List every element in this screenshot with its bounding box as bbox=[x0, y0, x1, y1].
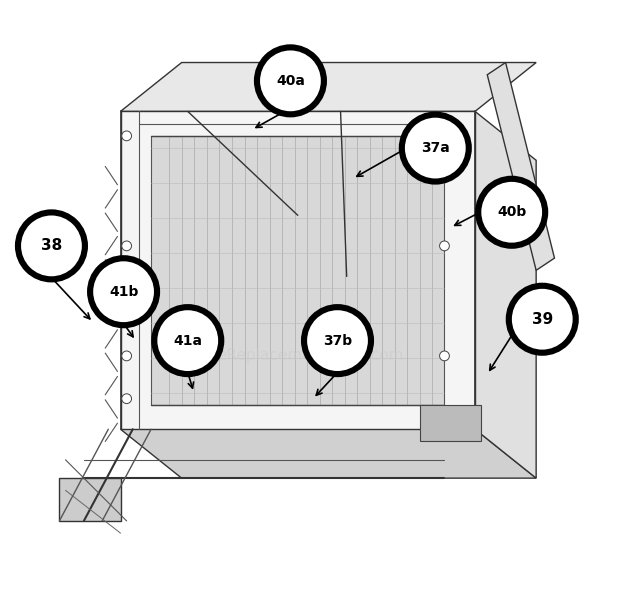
Polygon shape bbox=[120, 429, 536, 478]
Circle shape bbox=[480, 181, 544, 244]
Circle shape bbox=[306, 309, 370, 373]
Circle shape bbox=[475, 176, 548, 249]
Circle shape bbox=[404, 116, 467, 180]
Circle shape bbox=[259, 49, 322, 112]
Polygon shape bbox=[475, 111, 536, 478]
Circle shape bbox=[122, 131, 131, 141]
Polygon shape bbox=[151, 136, 445, 405]
Circle shape bbox=[122, 394, 131, 403]
Text: 40b: 40b bbox=[497, 205, 526, 219]
Text: 38: 38 bbox=[41, 238, 62, 254]
Text: 41a: 41a bbox=[173, 333, 202, 348]
Polygon shape bbox=[487, 63, 554, 270]
Circle shape bbox=[440, 241, 450, 251]
Text: 40a: 40a bbox=[276, 74, 305, 88]
Circle shape bbox=[122, 241, 131, 251]
Polygon shape bbox=[420, 405, 481, 441]
Text: 37a: 37a bbox=[421, 141, 450, 155]
Text: 39: 39 bbox=[531, 312, 553, 327]
Polygon shape bbox=[120, 63, 536, 111]
Circle shape bbox=[15, 209, 88, 282]
Circle shape bbox=[122, 351, 131, 361]
Circle shape bbox=[440, 131, 450, 141]
Circle shape bbox=[399, 112, 472, 185]
Text: 37b: 37b bbox=[323, 333, 352, 348]
Text: eReplacementParts.com: eReplacementParts.com bbox=[217, 348, 403, 363]
Circle shape bbox=[440, 351, 450, 361]
Polygon shape bbox=[60, 478, 120, 521]
Circle shape bbox=[506, 282, 579, 356]
Circle shape bbox=[254, 44, 327, 117]
Circle shape bbox=[20, 214, 83, 278]
Polygon shape bbox=[120, 111, 475, 429]
Circle shape bbox=[87, 255, 160, 328]
Circle shape bbox=[510, 287, 574, 351]
Circle shape bbox=[92, 260, 156, 324]
Text: 41b: 41b bbox=[109, 285, 138, 299]
Circle shape bbox=[156, 309, 219, 373]
Circle shape bbox=[301, 304, 374, 377]
Circle shape bbox=[151, 304, 224, 377]
